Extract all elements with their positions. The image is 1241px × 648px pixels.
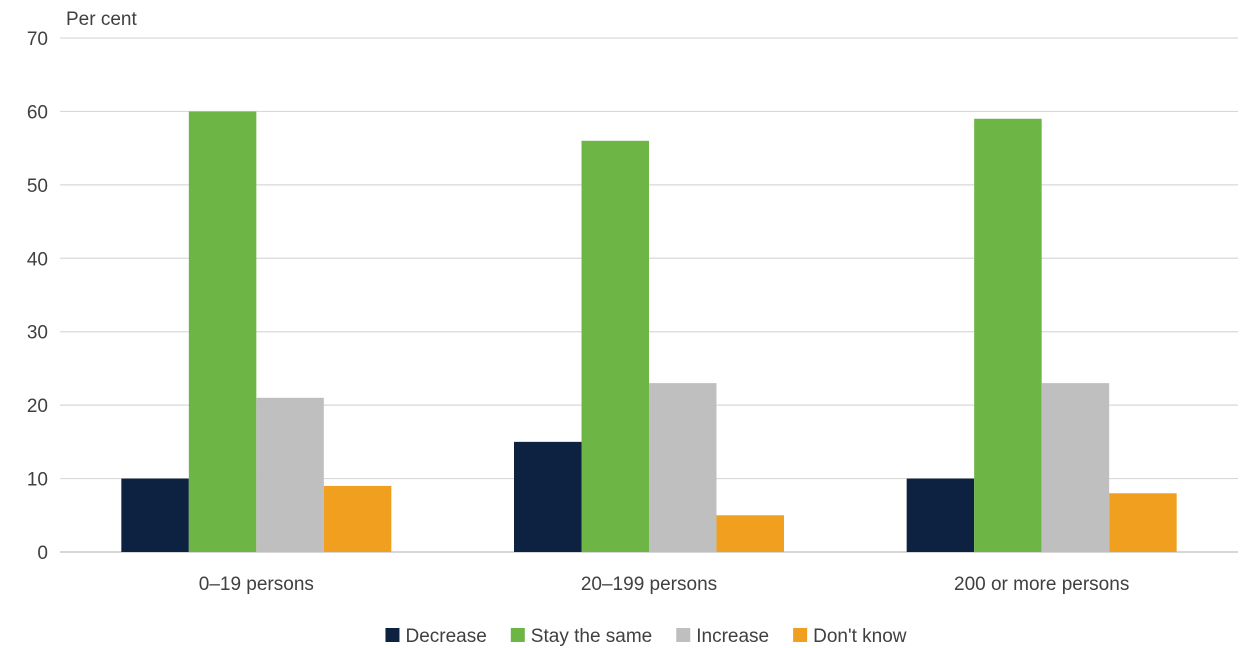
legend-label-don-t-know: Don't know [813, 626, 907, 647]
bar-don-t-know [1109, 493, 1177, 552]
y-tick-label: 40 [27, 249, 48, 270]
bar-decrease [121, 478, 189, 552]
x-tick-label: 200 or more persons [954, 574, 1129, 595]
x-axis-ticks: 0–19 persons 20–199 persons 200 or more pe… [199, 574, 1130, 595]
y-tick-label: 30 [27, 323, 48, 344]
legend-swatch-increase [676, 628, 691, 642]
bar-increase [256, 397, 324, 552]
legend: Decrease Stay the same Increase Don't know [385, 626, 907, 647]
y-tick-label: 50 [27, 176, 48, 197]
y-axis-unit-label: Per cent [66, 9, 137, 30]
legend-label-stay-the-same: Stay the same [531, 626, 652, 647]
legend-label-decrease: Decrease [405, 626, 486, 647]
y-tick-label: 10 [27, 470, 48, 491]
bar-increase [1041, 383, 1110, 552]
y-tick-label: 20 [27, 396, 48, 417]
x-tick-label: 20–199 persons [581, 574, 717, 595]
bar-decrease [906, 478, 975, 552]
y-axis-ticks: 0 10 20 30 40 50 60 70 [27, 29, 48, 564]
legend-swatch-decrease [385, 628, 400, 642]
bar-don-t-know [323, 485, 392, 552]
bar-stay-the-same [581, 140, 649, 553]
bar-decrease [514, 441, 582, 552]
y-tick-label: 70 [27, 29, 48, 50]
bar-don-t-know [716, 515, 784, 552]
y-tick-label: 60 [27, 102, 48, 123]
legend-label-increase: Increase [696, 626, 769, 647]
y-tick-label: 0 [37, 543, 48, 564]
bar-stay-the-same [188, 111, 257, 552]
legend-swatch-don-t-know [793, 628, 808, 642]
bar-increase [649, 383, 717, 552]
bars [121, 111, 1177, 553]
x-tick-label: 0–19 persons [199, 574, 314, 595]
bar-stay-the-same [974, 118, 1042, 553]
legend-swatch-stay-the-same [510, 628, 525, 642]
